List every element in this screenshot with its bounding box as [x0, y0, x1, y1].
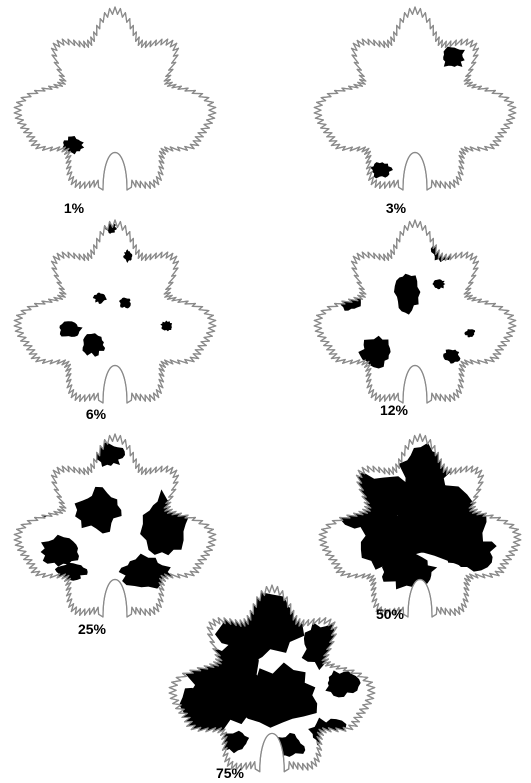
- lesion-spot: [92, 292, 107, 304]
- severity-label: 75%: [215, 765, 245, 781]
- leaf-outline: [313, 6, 517, 191]
- severity-label: 25%: [77, 621, 107, 637]
- lesion-spot: [443, 46, 465, 67]
- lesion-spot: [59, 321, 83, 337]
- lesion-spot: [464, 329, 476, 338]
- lesion-spot: [24, 493, 52, 519]
- leaf-outline: [13, 219, 217, 404]
- leaf-outline: [13, 219, 217, 404]
- leaf-drawing: [313, 219, 517, 404]
- lesion-spot: [370, 162, 393, 179]
- leaf-outline: [13, 6, 217, 191]
- leaf-drawing: [168, 584, 376, 773]
- lesion-spot: [23, 273, 41, 287]
- lesion-spot: [358, 335, 391, 369]
- leaf-drawing: [318, 433, 522, 618]
- severity-label: 3%: [385, 200, 407, 216]
- lesion-spot: [123, 249, 133, 263]
- lesion-spot: [394, 273, 421, 315]
- lesion-spot: [40, 534, 79, 567]
- leaf-outline: [313, 219, 517, 404]
- severity-label: 12%: [379, 402, 409, 418]
- lesion-spot: [432, 279, 446, 290]
- leaf-outline: [13, 6, 217, 191]
- leaf-outline: [313, 219, 517, 404]
- severity-label: 50%: [375, 606, 405, 622]
- leaf-drawing: [13, 6, 217, 191]
- leaf-drawing: [13, 219, 217, 404]
- leaf-drawing: [13, 433, 217, 618]
- lesion-spot: [325, 670, 361, 698]
- severity-label: 1%: [63, 200, 85, 216]
- leaf-outline: [313, 6, 517, 191]
- lesion-spot: [160, 320, 173, 332]
- lesion-spot: [74, 486, 122, 534]
- lesion-spot: [118, 553, 174, 589]
- leaf-drawing: [313, 6, 517, 191]
- lesion-spot: [443, 349, 461, 364]
- lesion-spot: [443, 532, 497, 572]
- leaf-outline: [168, 584, 376, 773]
- lesion-spot: [119, 297, 131, 309]
- leaf-outline: [318, 433, 522, 618]
- severity-label: 6%: [85, 406, 107, 422]
- lesion-spot: [82, 333, 106, 357]
- lesion-spot: [359, 512, 427, 570]
- leaf-outline: [13, 433, 217, 618]
- lesion-spot: [231, 662, 318, 728]
